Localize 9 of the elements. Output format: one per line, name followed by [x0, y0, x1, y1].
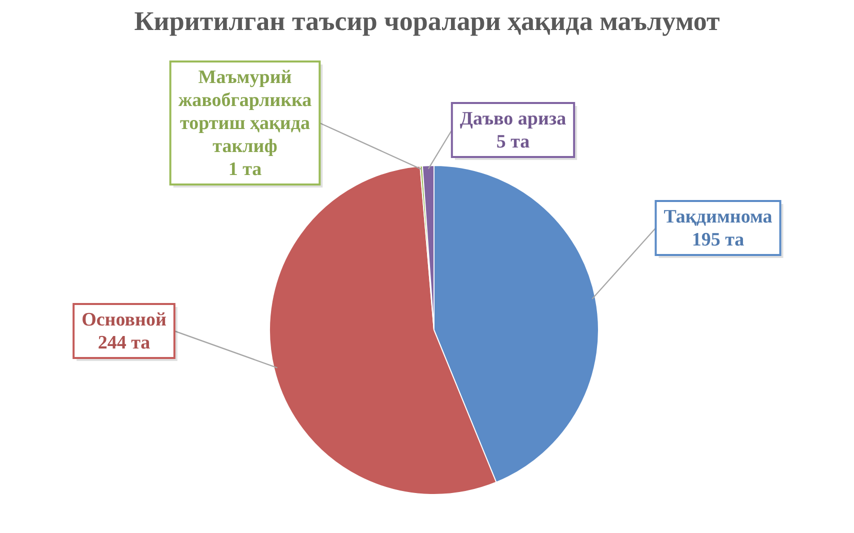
data-label: 1 та	[228, 158, 262, 180]
slice-label: Тақдимнома	[664, 206, 773, 228]
slice-label: Основной	[82, 309, 166, 330]
data-label: 195 та	[692, 229, 745, 250]
chart-title: Киритилган таъсир чоралари ҳақида маълумот	[133, 6, 721, 37]
slice-label: Маъмурий жавобгарликка тортиш ҳақида таклиф	[178, 66, 312, 157]
data-label: 5 та	[496, 131, 530, 152]
data-label: 244 та	[98, 332, 151, 354]
slice-label: Даъво ариза	[460, 108, 567, 130]
